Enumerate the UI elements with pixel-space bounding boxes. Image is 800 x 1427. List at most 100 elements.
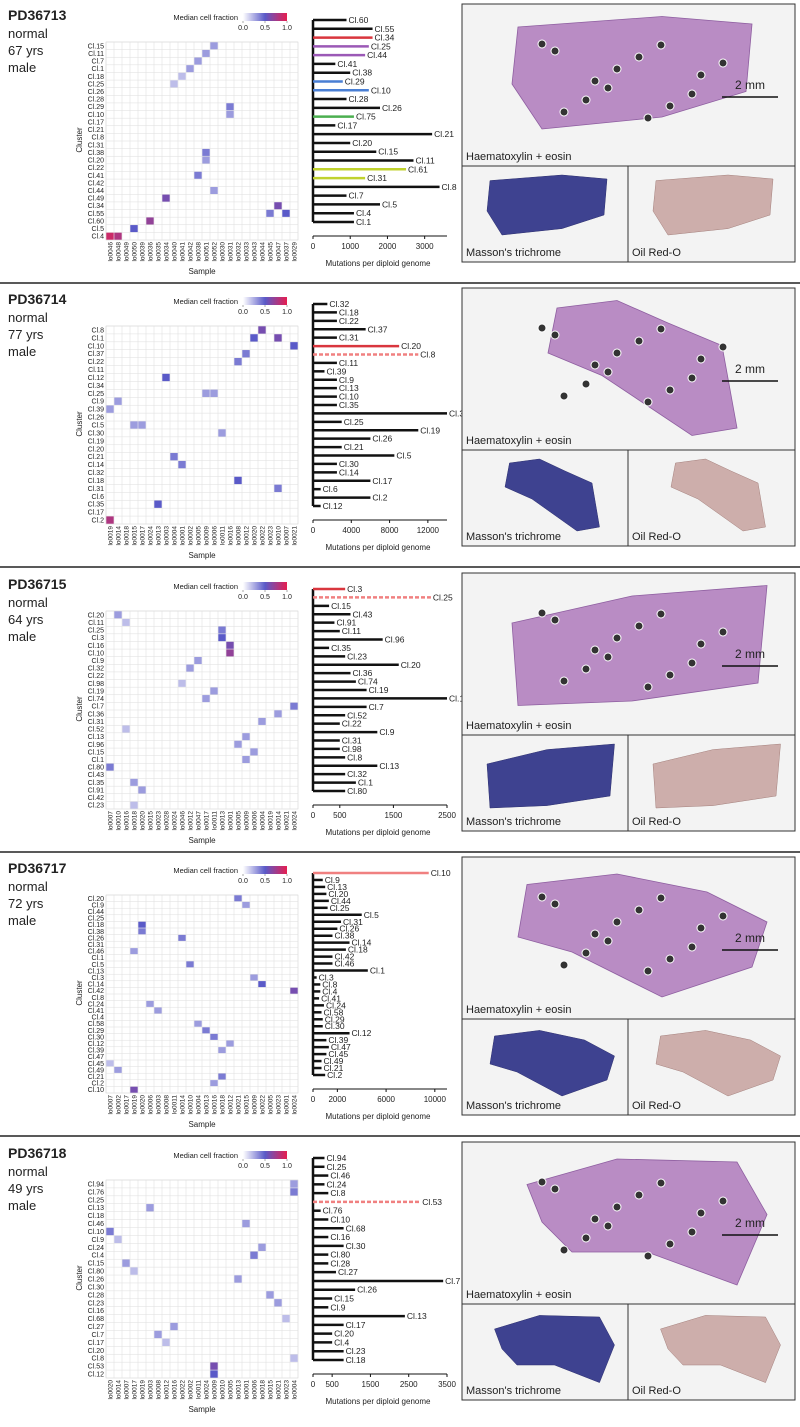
column-label: lo0050 [132,242,139,262]
row-label: Cl.39 [88,1048,104,1055]
column-label: lo0014 [116,1380,123,1400]
branch-label: Cl.21 [434,129,454,139]
row-label: Cl.22 [88,673,104,680]
image-label: Haematoxylin + eosin [466,1289,571,1301]
row-label: Cl.18 [88,922,104,929]
x-tick-label: 12000 [417,526,440,535]
colorbar-tick-label: 0.0 [238,309,248,316]
branch-label: Cl.25 [344,417,364,427]
column-label: lo0019 [132,1095,139,1115]
sample-marker [696,70,706,80]
row-label: Cl.8 [92,1356,105,1363]
row-label: Cl.19 [88,688,104,695]
column-label: lo0010 [116,811,123,831]
x-tick-label: 0 [311,1380,316,1389]
image-label: Oil Red-O [632,816,681,828]
scale-label: 2 mm [735,362,765,376]
column-label: lo0016 [228,526,235,546]
heatmap-cell [258,1243,266,1251]
row-label: Cl.5 [92,423,105,430]
row-label: Cl.23 [88,803,104,810]
column-label: lo0023 [284,1380,291,1400]
heatmap-cell [186,664,194,672]
column-label: lo0002 [116,1095,123,1115]
branch-label: Cl.75 [356,112,376,122]
sample-marker [656,609,666,619]
scale-label: 2 mm [735,1216,765,1230]
sample-marker [665,385,675,395]
column-label: lo0001 [244,1380,251,1400]
row-label: Cl.38 [88,150,104,157]
column-label: lo0004 [196,1095,203,1115]
row-label: Cl.80 [88,1269,104,1276]
sample-marker [581,95,591,105]
row-label: Cl.42 [88,795,104,802]
colorbar-tick-label: 1.0 [282,878,292,885]
column-label: lo0010 [188,1095,195,1115]
branch-label: Cl.34 [375,33,395,43]
column-label: lo0006 [252,1380,259,1400]
branch-label: Cl.10 [449,693,469,703]
he-tissue [526,1158,768,1286]
branch-label: Cl.28 [349,94,369,104]
column-label: lo0016 [172,1380,179,1400]
row-label: Cl.21 [88,127,104,134]
sample-marker [687,1227,697,1237]
row-label: Cl.41 [88,1008,104,1015]
heatmap-cell [274,202,282,210]
column-label: lo0020 [140,811,147,831]
colorbar [243,297,287,305]
x-axis-title: Mutations per diploid genome [326,259,432,268]
column-label: lo0024 [172,811,179,831]
row-label: Cl.15 [88,1261,104,1268]
branch-label: Cl.28 [330,1258,350,1268]
x-tick-label: 1500 [385,811,403,820]
row-label: Cl.16 [88,1308,104,1315]
row-label: Cl.60 [88,218,104,225]
sample-marker [590,929,600,939]
heatmap-cell [162,373,170,382]
image-label: Haematoxylin + eosin [466,435,571,447]
trichrome-tissue [494,1315,615,1383]
sample-marker [643,682,653,692]
column-label: lo0045 [268,242,275,262]
row-label: Cl.58 [88,1021,104,1028]
column-label: lo0015 [268,1380,275,1400]
patient-sex: male [8,629,36,644]
column-label: lo0021 [292,526,299,546]
column-label: lo0013 [156,526,163,546]
row-label: Cl.17 [88,510,104,517]
branch-label: Cl.15 [334,1294,354,1304]
column-label: lo0014 [180,1095,187,1115]
sample-marker [718,1196,728,1206]
branch-label: Cl.13 [339,383,359,393]
column-label: lo0032 [236,242,243,262]
image-label: Masson's trichrome [466,1100,561,1112]
colorbar-tick-label: 0.0 [238,594,248,601]
branch-label: Cl.80 [330,1250,350,1260]
branch-label: Cl.2 [372,493,387,503]
heatmap-cell [250,974,258,981]
heatmap-cell [130,801,138,809]
column-label: lo0049 [124,242,131,262]
branch-label: Cl.20 [328,889,348,899]
column-label: lo0018 [132,811,139,831]
heatmap-cell [122,725,130,733]
colorbar-tick-label: 0.0 [238,1163,248,1170]
column-label: lo0018 [124,526,131,546]
sample-marker [665,670,675,680]
branch-label: Cl.5 [364,910,379,920]
patient-tissue: normal [8,1164,48,1179]
branch-label: Cl.25 [433,592,453,602]
column-label: lo0013 [236,1380,243,1400]
row-label: Cl.30 [88,430,104,437]
sample-marker [634,1190,644,1200]
patient-age: 72 yrs [8,896,44,911]
x-tick-label: 4000 [342,526,360,535]
x-axis-title: Sample [188,551,216,560]
branch-label: Cl.15 [378,147,398,157]
row-label: Cl.45 [88,1061,104,1068]
column-label: lo0023 [268,526,275,546]
branch-label: Cl.20 [334,1329,354,1339]
branch-label: Cl.58 [324,1007,344,1017]
